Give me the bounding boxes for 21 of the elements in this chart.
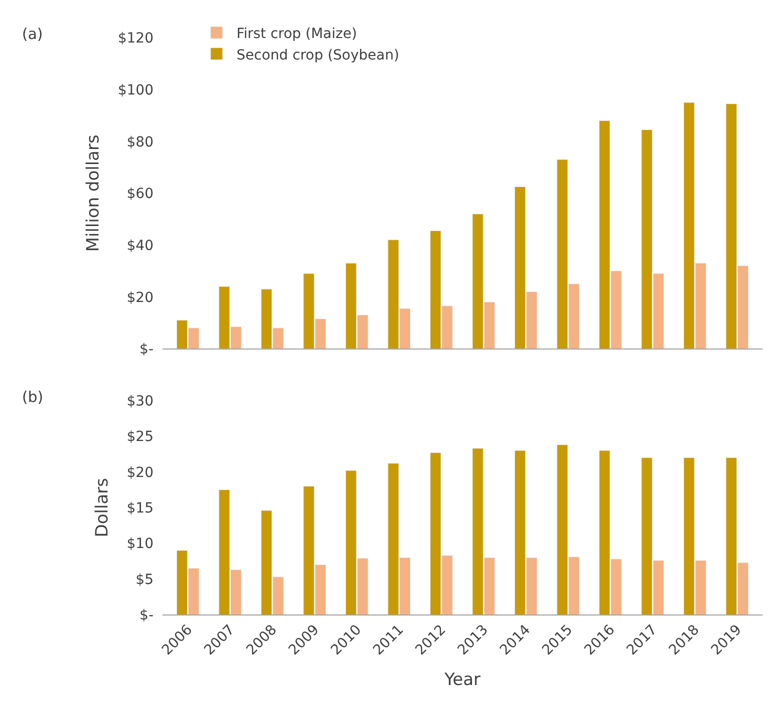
legend-label: First crop (Maize) [236,26,357,42]
y-tick-label: $5 [136,572,154,588]
y-tick-label: $30 [126,393,154,410]
text: (a) [22,25,43,43]
y-tick-label: $- [140,608,154,624]
y-tick-label: $40 [126,238,154,254]
y-tick-label: $60 [126,186,154,202]
x-axis-title: Year [444,670,481,690]
y-tick-label: $10 [126,536,154,552]
y-tick-label: $100 [118,82,154,98]
y-axis-title: Million dollars [83,134,104,252]
y-tick-label: $25 [126,429,154,446]
y-tick-label: $- [140,342,154,358]
y-tick-label: $20 [126,290,154,306]
y-tick-label: $15 [126,500,154,517]
y-tick-label: $20 [126,464,154,481]
legend-label: Second crop (Soybean) [236,47,400,64]
y-axis-title: Dollars [92,478,112,538]
y-tick-label: $120 [118,30,154,47]
y-tick-label: $80 [126,134,154,150]
text: (b) [22,388,44,406]
